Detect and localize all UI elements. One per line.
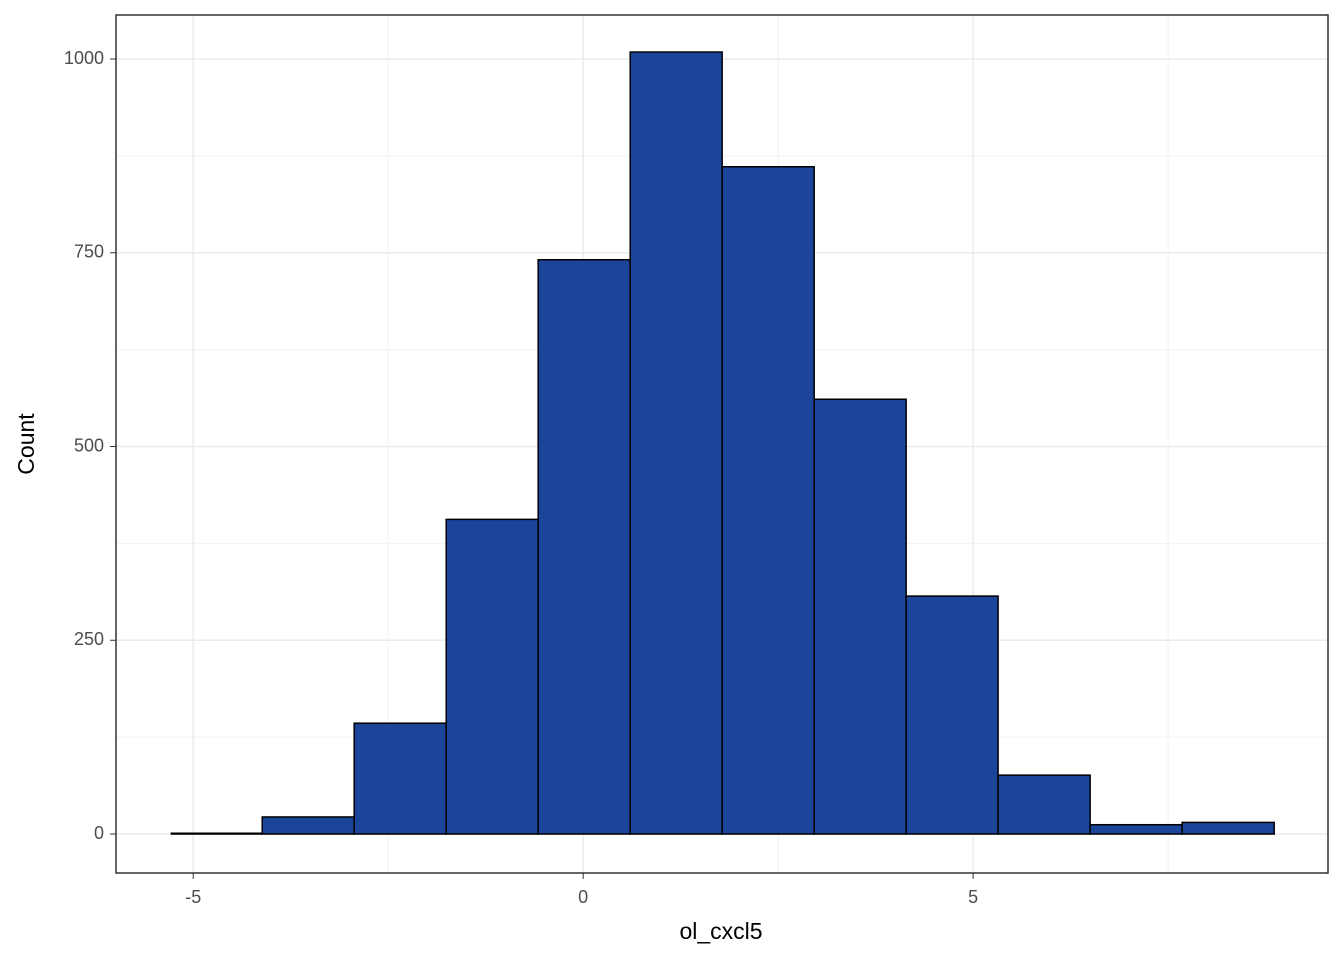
bar [997, 774, 1091, 835]
y-tick-label: 1000 [64, 48, 104, 68]
bar [813, 398, 907, 835]
bar [537, 258, 631, 835]
y-tick-label: 750 [74, 242, 104, 262]
bar [353, 722, 447, 835]
bar [261, 816, 355, 835]
bar [1089, 823, 1183, 835]
bar [445, 518, 539, 835]
bar [905, 595, 999, 835]
x-tick-label: 5 [968, 887, 978, 907]
bar [721, 165, 815, 835]
x-tick-label: -5 [185, 887, 201, 907]
x-axis-label: ol_cxcl5 [679, 918, 762, 944]
y-tick-label: 500 [74, 435, 104, 455]
bar [170, 832, 263, 835]
plot-border [115, 14, 1329, 874]
x-tick-label: 0 [578, 887, 588, 907]
y-tick-label: 250 [74, 629, 104, 649]
y-tick-label: 0 [94, 823, 104, 843]
bar [1181, 821, 1275, 835]
y-axis-label: Count [13, 413, 39, 475]
bar [629, 51, 723, 835]
